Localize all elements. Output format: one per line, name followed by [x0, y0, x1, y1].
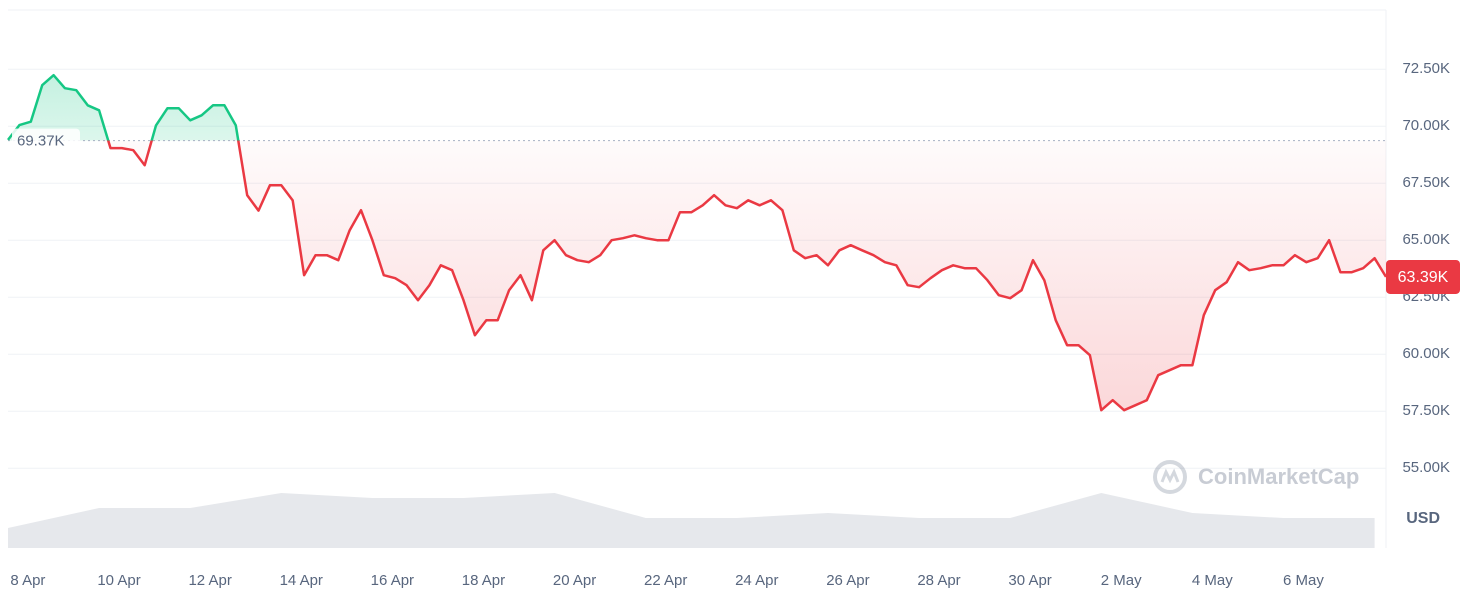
- x-tick-label: 6 May: [1283, 572, 1324, 589]
- y-tick-label: 60.00K: [1402, 345, 1450, 362]
- watermark: CoinMarketCap: [1198, 464, 1359, 489]
- volume-area: [8, 493, 1375, 548]
- price-area: [8, 75, 1386, 411]
- baseline-label-bg: [12, 128, 80, 153]
- x-tick-label: 26 Apr: [826, 572, 869, 589]
- y-tick-label: 57.50K: [1402, 402, 1450, 419]
- y-tick-label: 65.00K: [1402, 231, 1450, 248]
- x-tick-label: 12 Apr: [188, 572, 231, 589]
- x-tick-label: 24 Apr: [735, 572, 778, 589]
- x-tick-label: 30 Apr: [1008, 572, 1051, 589]
- y-tick-label: 55.00K: [1402, 459, 1450, 476]
- y-tick-label: 67.50K: [1402, 174, 1450, 191]
- x-tick-label: 20 Apr: [553, 572, 596, 589]
- x-tick-label: 14 Apr: [280, 572, 323, 589]
- y-tick-label: 72.50K: [1402, 60, 1450, 77]
- x-tick-label: 4 May: [1192, 572, 1233, 589]
- x-tick-label: 28 Apr: [917, 572, 960, 589]
- watermark-logo: [1153, 460, 1187, 494]
- unit-label: USD: [1406, 510, 1440, 527]
- baseline-label: 69.37K: [17, 133, 65, 150]
- y-tick-label: 70.00K: [1402, 117, 1450, 134]
- x-tick-label: 10 Apr: [97, 572, 140, 589]
- last-price-label: 63.39K: [1398, 269, 1449, 286]
- last-price-badge: [1386, 259, 1460, 294]
- x-tick-label: 8 Apr: [10, 572, 45, 589]
- price-line: [7, 73, 1388, 412]
- x-tick-label: 16 Apr: [371, 572, 414, 589]
- x-tick-label: 18 Apr: [462, 572, 505, 589]
- x-tick-label: 22 Apr: [644, 572, 687, 589]
- x-tick-label: 2 May: [1101, 572, 1142, 589]
